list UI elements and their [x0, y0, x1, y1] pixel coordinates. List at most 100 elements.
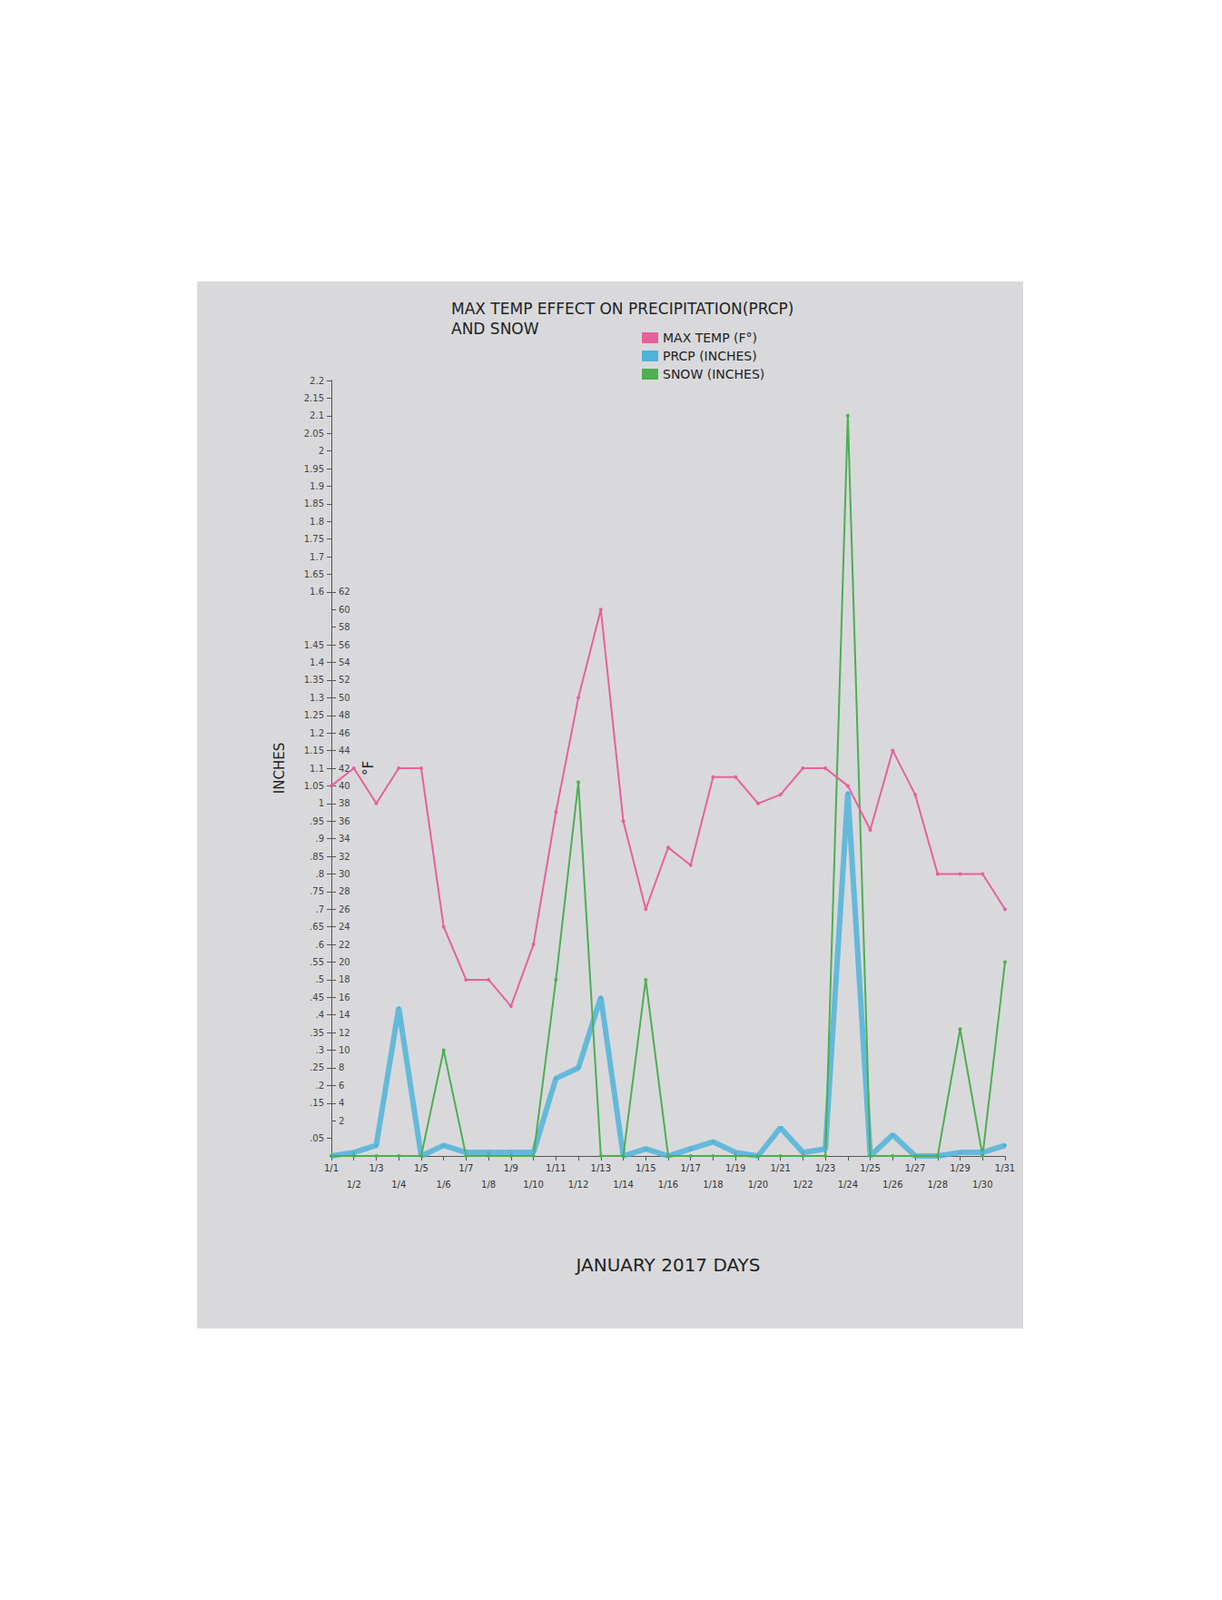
svg-text:1/10: 1/10	[522, 1179, 543, 1190]
svg-text:2.05: 2.05	[304, 428, 325, 439]
svg-text:.3: .3	[315, 1044, 325, 1055]
svg-text:.15: .15	[309, 1097, 325, 1108]
svg-text:1.8: 1.8	[309, 516, 325, 527]
svg-text:1.15: 1.15	[304, 745, 325, 756]
svg-text:28: 28	[338, 886, 351, 897]
svg-text:12: 12	[338, 1027, 351, 1038]
svg-text:MAX TEMP EFFECT ON PRECIPITATI: MAX TEMP EFFECT ON PRECIPITATION(PRCP)	[451, 299, 794, 318]
svg-text:JANUARY 2017 DAYS: JANUARY 2017 DAYS	[573, 1253, 760, 1276]
svg-text:16: 16	[338, 992, 351, 1003]
svg-text:1/17: 1/17	[679, 1162, 700, 1173]
svg-text:2.2: 2.2	[309, 375, 325, 386]
svg-text:1/1: 1/1	[324, 1162, 339, 1173]
svg-text:36: 36	[338, 816, 351, 827]
svg-text:.7: .7	[315, 904, 325, 915]
svg-text:1.45: 1.45	[304, 640, 325, 651]
svg-text:14: 14	[338, 1009, 351, 1020]
svg-text:1.1: 1.1	[309, 763, 325, 774]
svg-text:.4: .4	[315, 1009, 325, 1020]
svg-text:1/12: 1/12	[568, 1179, 589, 1190]
svg-text:2: 2	[338, 1115, 345, 1126]
svg-text:1/11: 1/11	[545, 1162, 566, 1173]
svg-text:26: 26	[338, 904, 351, 915]
svg-text:1/26: 1/26	[882, 1179, 903, 1190]
svg-text:24: 24	[338, 921, 351, 932]
svg-text:INCHES: INCHES	[271, 742, 288, 794]
svg-text:1/16: 1/16	[658, 1179, 679, 1190]
svg-text:62: 62	[338, 586, 351, 597]
svg-text:.45: .45	[309, 992, 325, 1003]
svg-text:.65: .65	[309, 921, 325, 932]
svg-text:AND SNOW: AND SNOW	[451, 319, 540, 338]
svg-text:58: 58	[338, 621, 351, 632]
svg-text:1.05: 1.05	[304, 780, 325, 791]
svg-text:.2: .2	[315, 1080, 325, 1091]
svg-text:1/3: 1/3	[368, 1162, 384, 1173]
svg-text:1/8: 1/8	[481, 1179, 496, 1190]
svg-text:1/31: 1/31	[995, 1162, 1016, 1173]
svg-text:.75: .75	[309, 886, 325, 897]
svg-text:1/21: 1/21	[769, 1162, 790, 1173]
svg-text:.35: .35	[309, 1027, 325, 1038]
svg-text:1.75: 1.75	[304, 533, 325, 544]
svg-text:1/4: 1/4	[391, 1179, 406, 1190]
svg-text:34: 34	[338, 833, 351, 844]
svg-text:1.3: 1.3	[309, 692, 325, 703]
svg-text:18: 18	[338, 974, 351, 985]
svg-text:1/25: 1/25	[859, 1162, 880, 1173]
svg-text:.5: .5	[315, 974, 325, 985]
svg-text:2.15: 2.15	[304, 393, 325, 404]
svg-text:1/28: 1/28	[927, 1179, 948, 1190]
svg-text:46: 46	[338, 728, 351, 739]
svg-text:2.1: 2.1	[309, 410, 325, 421]
svg-text:1/9: 1/9	[503, 1162, 519, 1173]
svg-text:32: 32	[338, 851, 351, 862]
svg-text:1/7: 1/7	[458, 1162, 474, 1173]
svg-text:1.4: 1.4	[309, 657, 325, 668]
svg-text:.05: .05	[309, 1133, 325, 1144]
svg-text:38: 38	[338, 798, 351, 809]
svg-text:1: 1	[318, 798, 325, 809]
svg-text:1/14: 1/14	[612, 1179, 633, 1190]
svg-text:48: 48	[338, 709, 351, 720]
svg-text:SNOW (INCHES): SNOW (INCHES)	[662, 366, 765, 382]
svg-text:52: 52	[338, 674, 351, 685]
svg-text:.9: .9	[315, 833, 325, 844]
svg-text:1.35: 1.35	[304, 674, 325, 685]
svg-text:2: 2	[318, 445, 325, 456]
svg-text:1.95: 1.95	[304, 463, 325, 474]
svg-text:1/13: 1/13	[591, 1162, 611, 1173]
svg-text:.6: .6	[315, 939, 325, 950]
svg-text:1.25: 1.25	[304, 709, 325, 720]
svg-text:10: 10	[338, 1044, 351, 1055]
svg-text:°F: °F	[360, 760, 377, 776]
svg-text:.25: .25	[309, 1062, 325, 1073]
svg-text:1.65: 1.65	[304, 569, 325, 580]
svg-text:1/24: 1/24	[837, 1179, 858, 1190]
svg-text:.95: .95	[309, 816, 325, 827]
svg-text:1/6: 1/6	[436, 1179, 452, 1190]
svg-text:8: 8	[338, 1062, 345, 1073]
svg-text:1/19: 1/19	[725, 1162, 746, 1173]
svg-text:22: 22	[338, 939, 351, 950]
svg-text:1/5: 1/5	[413, 1162, 429, 1173]
svg-text:56: 56	[338, 640, 351, 651]
svg-text:1/15: 1/15	[635, 1162, 656, 1173]
svg-text:1/22: 1/22	[792, 1179, 813, 1190]
svg-text:1.7: 1.7	[309, 551, 325, 562]
svg-text:.55: .55	[309, 956, 325, 967]
svg-text:1.6: 1.6	[309, 586, 325, 597]
svg-text:30: 30	[338, 868, 351, 879]
svg-text:1/30: 1/30	[972, 1179, 993, 1190]
svg-text:40: 40	[338, 780, 351, 791]
svg-text:1.9: 1.9	[309, 481, 325, 492]
svg-text:4: 4	[338, 1097, 345, 1108]
svg-text:1.2: 1.2	[309, 728, 325, 739]
svg-text:1/23: 1/23	[815, 1162, 836, 1173]
svg-text:1/20: 1/20	[748, 1179, 769, 1190]
svg-text:20: 20	[338, 956, 351, 967]
svg-text:6: 6	[338, 1080, 345, 1091]
svg-text:50: 50	[338, 692, 351, 703]
svg-text:PRCP (INCHES): PRCP (INCHES)	[662, 348, 758, 364]
svg-text:44: 44	[338, 745, 351, 756]
